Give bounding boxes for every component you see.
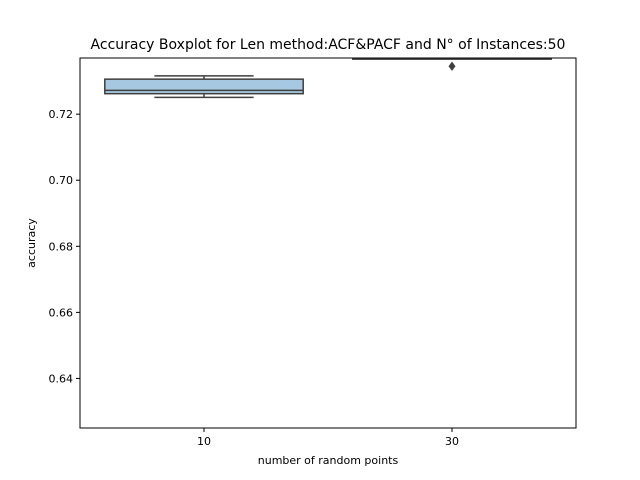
box-group-10 (104, 75, 304, 99)
y-axis-label: accuracy (25, 218, 38, 268)
chart-title: Accuracy Boxplot for Len method:ACF&PACF… (91, 37, 566, 53)
y-tick-label: 0.72 (49, 108, 74, 121)
y-tick-label: 0.70 (49, 174, 74, 187)
y-tick-label: 0.66 (49, 306, 74, 319)
x-tick-label: 10 (197, 435, 211, 448)
axes-frame (79, 57, 577, 429)
outlier-point (448, 61, 456, 71)
plot-area (104, 58, 552, 99)
y-tick-label: 0.64 (49, 372, 74, 385)
y-tick-label: 0.68 (49, 240, 74, 253)
y-axis: 0.64 0.66 0.68 0.70 0.72 (49, 108, 80, 385)
box-iqr (104, 78, 304, 95)
x-axis: 10 30 (197, 428, 459, 448)
x-tick-label: 30 (445, 435, 459, 448)
box-group-30 (352, 58, 552, 71)
x-axis-label: number of random points (258, 454, 399, 467)
